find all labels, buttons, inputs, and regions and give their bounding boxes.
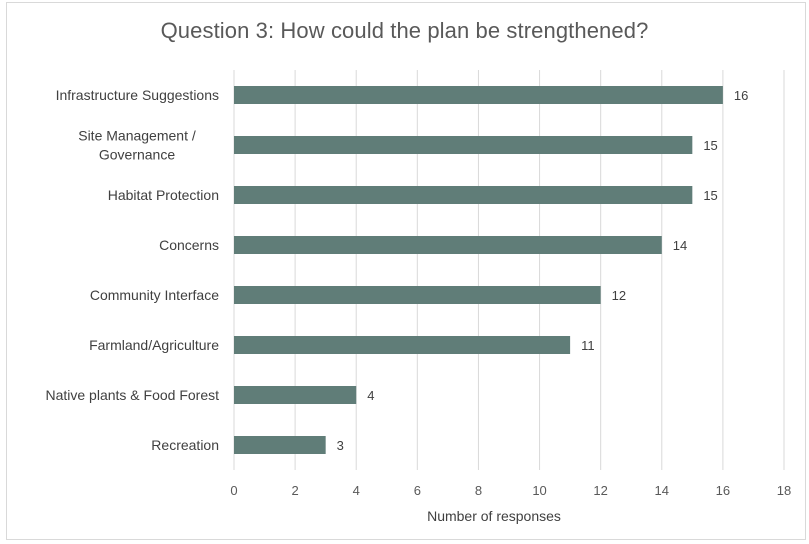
category-label: Community Interface (90, 287, 219, 303)
x-tick-label: 6 (414, 483, 421, 498)
category-label: Infrastructure Suggestions (56, 87, 219, 103)
data-labels: 16 15 15 14 12 11 4 3 (337, 88, 749, 453)
data-label: 14 (673, 238, 687, 253)
category-label: Native plants & Food Forest (45, 387, 219, 403)
x-tick-label: 16 (716, 483, 730, 498)
data-label: 15 (703, 188, 717, 203)
category-label: Recreation (151, 437, 219, 453)
bar (234, 86, 723, 104)
x-axis-ticks: 0 2 4 6 8 10 12 14 16 18 (230, 483, 791, 498)
x-tick-label: 10 (532, 483, 546, 498)
data-label: 3 (337, 438, 344, 453)
data-label: 11 (581, 338, 595, 353)
x-tick-label: 14 (655, 483, 669, 498)
bar (234, 386, 357, 404)
x-tick-label: 2 (291, 483, 298, 498)
category-labels: Infrastructure Suggestions Site Managemen… (45, 87, 219, 453)
x-tick-label: 8 (475, 483, 482, 498)
x-tick-label: 18 (777, 483, 791, 498)
bar (234, 286, 601, 304)
gridlines (233, 70, 785, 470)
x-tick-label: 0 (230, 483, 237, 498)
bar (234, 236, 662, 254)
chart-title: Question 3: How could the plan be streng… (160, 18, 649, 43)
category-label: Site Management / Governance (78, 128, 196, 163)
bar (234, 186, 693, 204)
data-label: 15 (703, 138, 717, 153)
category-label: Farmland/Agriculture (89, 337, 219, 353)
x-axis-title: Number of responses (427, 508, 561, 524)
data-label: 12 (612, 288, 626, 303)
bars (234, 86, 723, 454)
category-label: Habitat Protection (108, 187, 219, 203)
x-tick-label: 12 (593, 483, 607, 498)
data-label: 4 (367, 388, 374, 403)
bar (234, 336, 571, 354)
bar (234, 136, 693, 154)
bar (234, 436, 326, 454)
x-tick-label: 4 (353, 483, 360, 498)
data-label: 16 (734, 88, 748, 103)
category-label: Concerns (159, 237, 219, 253)
